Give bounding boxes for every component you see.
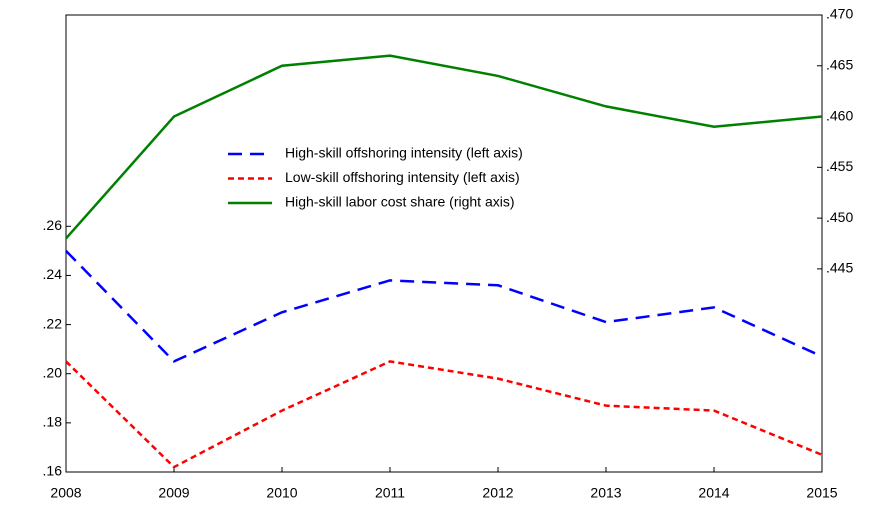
series-line xyxy=(65,249,823,363)
y-tick-label: .26 xyxy=(43,217,63,233)
y-tick-label: .18 xyxy=(43,414,63,430)
x-tick-label: 2015 xyxy=(806,485,837,501)
y2-tick-label: .445 xyxy=(826,260,853,276)
y-tick-label: .24 xyxy=(43,266,63,282)
series-line xyxy=(65,54,823,240)
y2-tick-label: .450 xyxy=(826,209,853,225)
x-tick-label: 2013 xyxy=(590,485,621,501)
series-line xyxy=(65,360,823,469)
y-tick-label: .22 xyxy=(43,315,63,331)
x-tick-label: 2014 xyxy=(698,485,729,501)
y2-tick-label: .460 xyxy=(826,107,853,123)
y2-tick-label: .470 xyxy=(826,6,853,22)
x-tick-label: 2012 xyxy=(482,485,513,501)
plot-frame xyxy=(65,14,823,473)
legend-label: High-skill offshoring intensity (left ax… xyxy=(285,145,523,161)
y2-tick-label: .465 xyxy=(826,56,853,72)
y2-tick-label: .455 xyxy=(826,158,853,174)
x-tick-label: 2009 xyxy=(158,485,189,501)
y-tick-label: .16 xyxy=(43,463,63,479)
x-tick-label: 2011 xyxy=(375,485,405,501)
legend-label: Low-skill offshoring intensity (left axi… xyxy=(285,169,520,185)
y-tick-label: .20 xyxy=(43,364,63,380)
x-tick-label: 2010 xyxy=(266,485,297,501)
legend-label: High-skill labor cost share (right axis) xyxy=(285,194,515,210)
x-tick-label: 2008 xyxy=(50,485,81,501)
